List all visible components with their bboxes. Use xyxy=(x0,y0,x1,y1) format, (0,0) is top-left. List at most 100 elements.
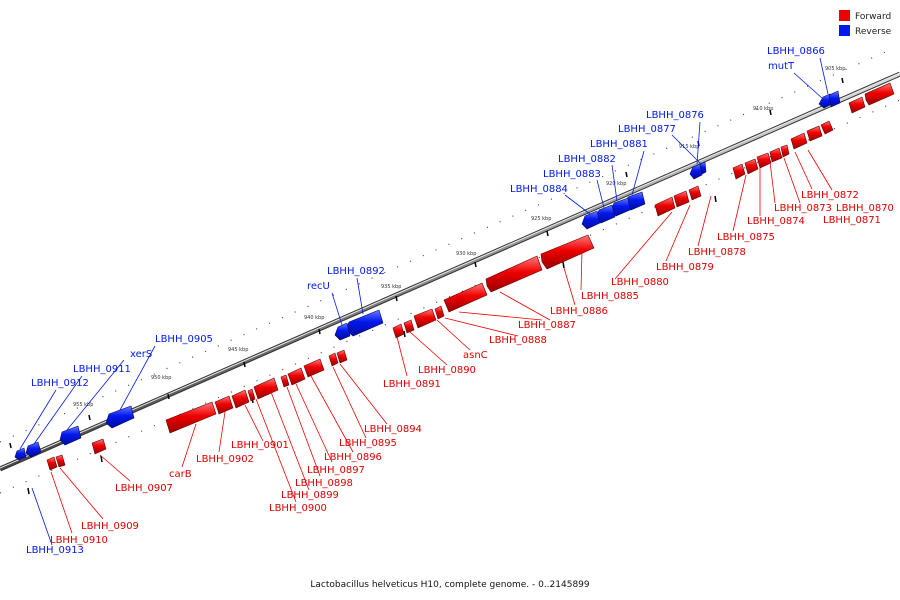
gene-label[interactable]: LBHH_0876 xyxy=(646,110,704,121)
gene-arrow-forward[interactable] xyxy=(91,438,107,455)
gene-label[interactable]: LBHH_0866 xyxy=(767,46,825,57)
scale-labels: 905 kbp 910 kbp 915 kbp 920 kbp 925 kbp … xyxy=(73,66,845,408)
scale-label: 920 kbp xyxy=(606,181,626,187)
genome-caption: Lactobacillus helveticus H10, complete g… xyxy=(310,580,590,590)
gene-arrow-forward[interactable] xyxy=(253,377,279,400)
gene-arrow-forward[interactable] xyxy=(247,388,256,402)
gene-label[interactable]: LBHH_0894 xyxy=(364,424,422,435)
gene-arrow-forward[interactable] xyxy=(392,323,405,339)
gene-arrow-forward[interactable] xyxy=(443,282,488,313)
gene-arrow-reverse[interactable] xyxy=(699,161,707,175)
genome-backbone xyxy=(0,71,900,472)
gene-arrow-reverse[interactable] xyxy=(818,93,833,109)
gene-arrow-forward[interactable] xyxy=(654,196,676,217)
gene-arrow-forward[interactable] xyxy=(214,395,234,415)
gene-label[interactable]: LBHH_0913 xyxy=(26,545,84,556)
gene-label[interactable]: LBHH_0882 xyxy=(558,154,616,165)
gene-arrow-reverse[interactable] xyxy=(59,425,82,446)
gene-arrow-forward[interactable] xyxy=(303,358,325,378)
gene-arrow-reverse[interactable] xyxy=(105,405,135,429)
scale-label: 945 kbp xyxy=(228,347,248,353)
reverse-leader-lines xyxy=(19,57,829,546)
gene-arrow-forward[interactable] xyxy=(688,185,702,201)
gene-label[interactable]: LBHH_0878 xyxy=(688,247,746,258)
gene-label[interactable]: LBHH_0909 xyxy=(81,521,139,532)
gene-label[interactable]: LBHH_0899 xyxy=(281,490,339,501)
gene-label[interactable]: LBHH_0875 xyxy=(717,232,775,243)
gene-label[interactable]: LBHH_0911 xyxy=(73,364,131,375)
gene-label[interactable]: LBHH_0907 xyxy=(115,483,173,494)
gene-label[interactable]: LBHH_0888 xyxy=(489,335,547,346)
gene-arrow-forward[interactable] xyxy=(864,82,895,106)
gene-arrow-forward[interactable] xyxy=(46,456,58,471)
gene-arrow-forward[interactable] xyxy=(744,158,759,175)
forward-genes xyxy=(46,82,895,471)
gene-label[interactable]: LBHH_0873 xyxy=(774,203,832,214)
gene-arrow-forward[interactable] xyxy=(673,190,690,208)
gene-label[interactable]: carB xyxy=(169,469,192,480)
gene-arrow-reverse[interactable] xyxy=(14,447,27,461)
gene-arrow-forward[interactable] xyxy=(848,96,866,114)
gene-label[interactable]: LBHH_0890 xyxy=(418,365,476,376)
gene-label[interactable]: LBHH_0879 xyxy=(656,262,714,273)
gene-label[interactable]: LBHH_0896 xyxy=(324,452,382,463)
gene-arrow-forward[interactable] xyxy=(280,374,290,388)
gene-label[interactable]: LBHH_0895 xyxy=(339,438,397,449)
gene-arrow-reverse[interactable] xyxy=(334,322,351,341)
gene-label[interactable]: xerS xyxy=(130,349,152,360)
scale-label: 905 kbp xyxy=(825,66,845,72)
gene-label[interactable]: LBHH_0886 xyxy=(550,306,608,317)
gene-arrow-forward[interactable] xyxy=(336,349,348,364)
gene-label[interactable]: LBHH_0887 xyxy=(518,320,576,331)
gene-label[interactable]: LBHH_0883 xyxy=(543,169,601,180)
legend-reverse-label: Reverse xyxy=(855,27,892,37)
gene-label[interactable]: asnC xyxy=(463,350,488,361)
gene-label[interactable]: LBHH_0901 xyxy=(231,440,289,451)
gene-arrow-forward[interactable] xyxy=(434,305,445,320)
gene-arrow-forward[interactable] xyxy=(790,132,808,150)
gene-arrow-forward[interactable] xyxy=(403,319,415,334)
gene-arrow-forward[interactable] xyxy=(806,125,823,142)
gene-arrow-forward[interactable] xyxy=(820,120,834,135)
gene-arrow-forward[interactable] xyxy=(413,308,437,329)
gene-label[interactable]: LBHH_0905 xyxy=(155,334,213,345)
gene-label[interactable]: LBHH_0880 xyxy=(611,277,669,288)
gene-label[interactable]: recU xyxy=(307,281,330,292)
gene-label[interactable]: LBHH_0874 xyxy=(747,216,805,227)
scale-label: 935 kbp xyxy=(381,284,401,290)
gene-arrow-forward[interactable] xyxy=(55,454,66,468)
legend-forward-swatch xyxy=(839,10,850,21)
gene-label[interactable]: mutT xyxy=(768,61,795,72)
gene-label[interactable]: LBHH_0885 xyxy=(581,291,639,302)
gene-arrow-reverse[interactable] xyxy=(581,210,601,230)
gene-label[interactable]: LBHH_0870 xyxy=(836,203,894,214)
gene-label[interactable]: LBHH_0897 xyxy=(307,465,365,476)
gene-arrow-forward[interactable] xyxy=(287,367,306,386)
gene-label[interactable]: LBHH_0881 xyxy=(590,139,648,150)
gene-label[interactable]: LBHH_0912 xyxy=(31,378,89,389)
gene-arrow-forward[interactable] xyxy=(769,147,783,163)
gene-arrow-forward[interactable] xyxy=(165,401,217,434)
gene-label[interactable]: LBHH_0910 xyxy=(50,535,108,546)
gene-label[interactable]: LBHH_0902 xyxy=(196,454,254,465)
gene-arrow-forward[interactable] xyxy=(231,389,250,409)
gene-label[interactable]: LBHH_0892 xyxy=(327,266,385,277)
gene-arrow-reverse[interactable] xyxy=(828,90,841,108)
gene-label[interactable]: LBHH_0877 xyxy=(618,124,676,135)
gene-arrow-forward[interactable] xyxy=(756,152,772,169)
gene-label[interactable]: LBHH_0900 xyxy=(269,503,327,514)
forward-leader-lines xyxy=(50,149,833,534)
gene-label[interactable]: LBHH_0871 xyxy=(823,215,881,226)
gene-arrow-forward[interactable] xyxy=(485,255,543,293)
reverse-gene-labels: LBHH_0866 mutT LBHH_0876 LBHH_0877 LBHH_… xyxy=(26,46,825,556)
gene-arrow-forward[interactable] xyxy=(328,352,339,367)
gene-label[interactable]: LBHH_0891 xyxy=(383,379,441,390)
gene-label[interactable]: LBHH_0872 xyxy=(801,190,859,201)
gene-arrow-reverse[interactable] xyxy=(25,441,42,458)
gene-arrow-forward[interactable] xyxy=(780,144,790,158)
gene-label[interactable]: LBHH_0884 xyxy=(510,184,568,195)
gene-arrow-forward[interactable] xyxy=(732,163,746,180)
gene-arrow-forward[interactable] xyxy=(540,234,595,270)
gene-arrow-reverse[interactable] xyxy=(689,163,703,180)
gene-label[interactable]: LBHH_0898 xyxy=(295,478,353,489)
